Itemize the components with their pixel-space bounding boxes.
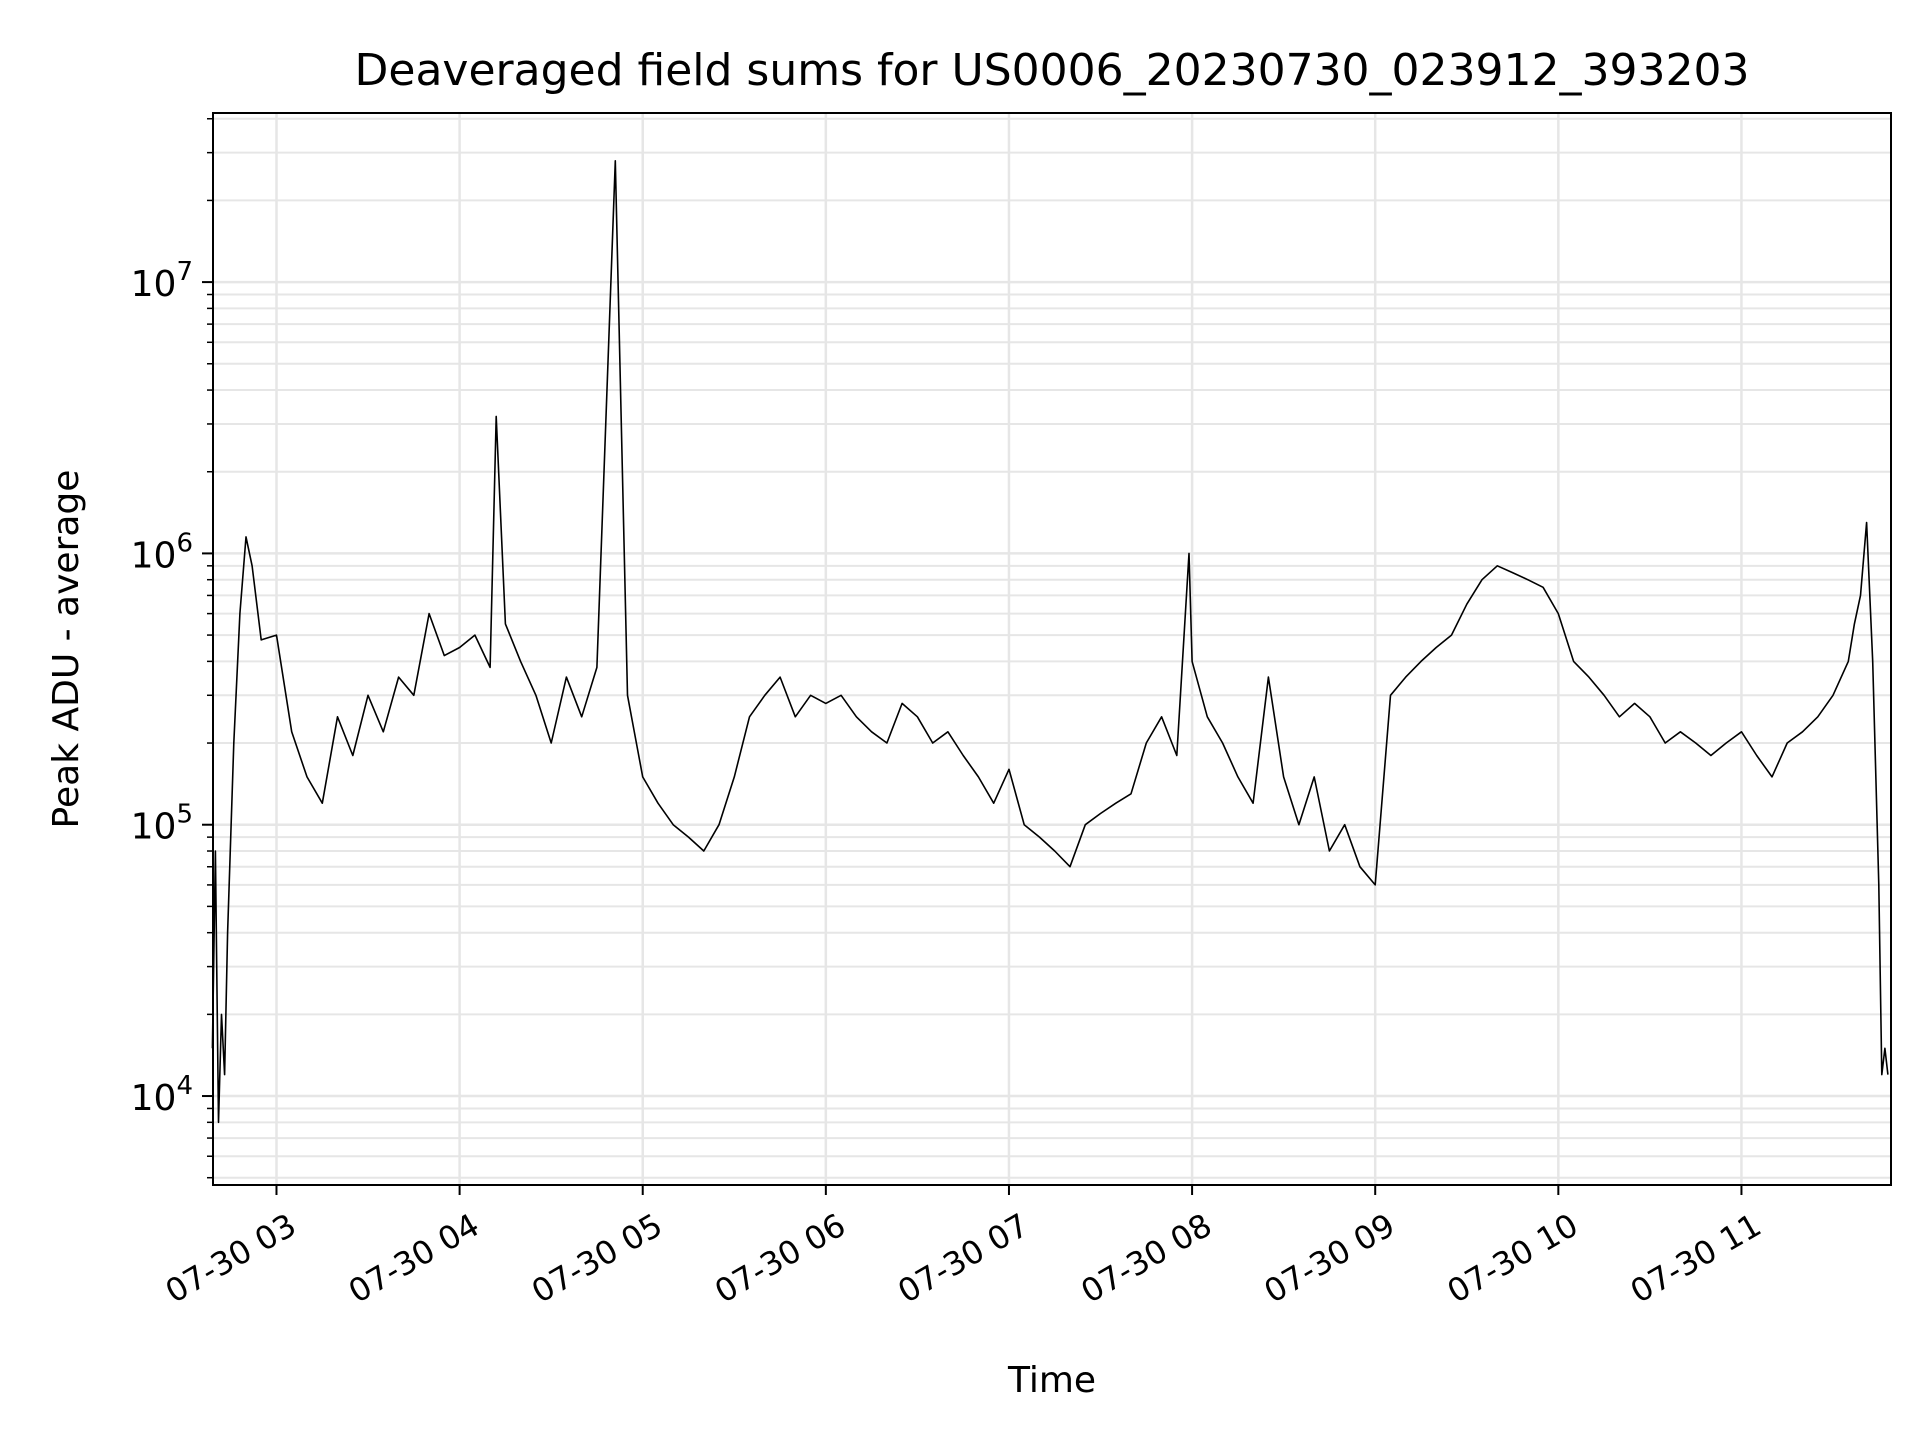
plot-frame [212, 112, 1892, 1186]
y-axis-label: Peak ADU - average [46, 470, 87, 829]
y-tick-label: 107 [131, 257, 193, 305]
y-tick-label: 106 [131, 528, 193, 576]
y-tick-label-base: 10 [131, 535, 177, 576]
grid [213, 113, 1891, 1185]
y-tick-label: 104 [131, 1071, 193, 1119]
series-line-layer [211, 160, 1889, 1124]
x-axis-label: Time [1007, 1360, 1096, 1401]
chart-title: Deaveraged field sums for US0006_2023073… [355, 45, 1750, 96]
y-tick-label-base: 10 [131, 264, 177, 305]
series-line [211, 160, 1889, 1124]
y-tick-label-exponent: 7 [176, 257, 193, 287]
y-tick-label-exponent: 5 [176, 800, 193, 830]
y-tick-label-exponent: 4 [176, 1071, 193, 1101]
y-tick-label-base: 10 [131, 807, 177, 848]
y-tick-label-base: 10 [131, 1078, 177, 1119]
y-tick-label-exponent: 6 [176, 528, 193, 558]
y-tick-label: 105 [131, 800, 193, 848]
